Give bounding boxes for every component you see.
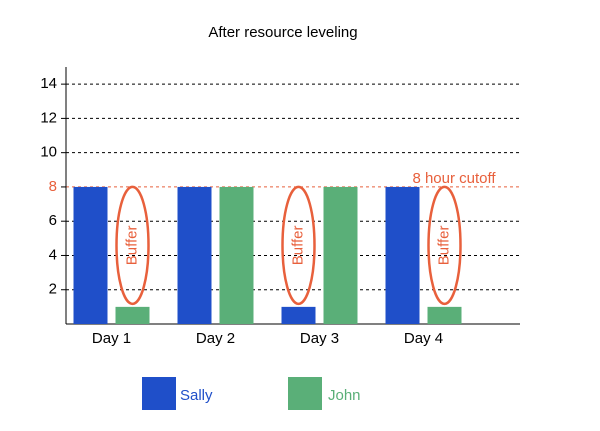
buffer-label: Buffer [289,226,306,266]
bar [73,186,108,324]
buffer-ellipse [427,185,462,306]
chart-title: After resource leveling [208,24,357,41]
x-tick-label: Day 4 [404,330,443,347]
y-tick-label: 10 [40,144,57,161]
y-tick-label: 2 [49,281,57,298]
buffer-ellipse [281,185,316,306]
x-tick-label: Day 1 [92,330,131,347]
y-tick-label: 8 [49,178,57,195]
y-tick-label: 4 [49,246,57,263]
buffer-ellipse [115,185,150,306]
legend-label: Sally [180,387,213,404]
cutoff-label: 8 hour cutoff [412,170,496,187]
bar [427,306,462,324]
legend-label: John [328,387,361,404]
bar [385,186,420,324]
buffer-label: Buffer [435,226,452,266]
legend-swatch [142,377,176,410]
y-tick-label: 12 [40,109,57,126]
bar [115,306,150,324]
bar [219,186,254,324]
x-tick-label: Day 2 [196,330,235,347]
bar [177,186,212,324]
buffer-label: Buffer [123,226,140,266]
bar [281,306,316,324]
y-tick-label: 6 [49,212,57,229]
x-tick-label: Day 3 [300,330,339,347]
legend-swatch [288,377,322,410]
bar [323,186,358,324]
y-tick-label: 14 [40,75,57,92]
